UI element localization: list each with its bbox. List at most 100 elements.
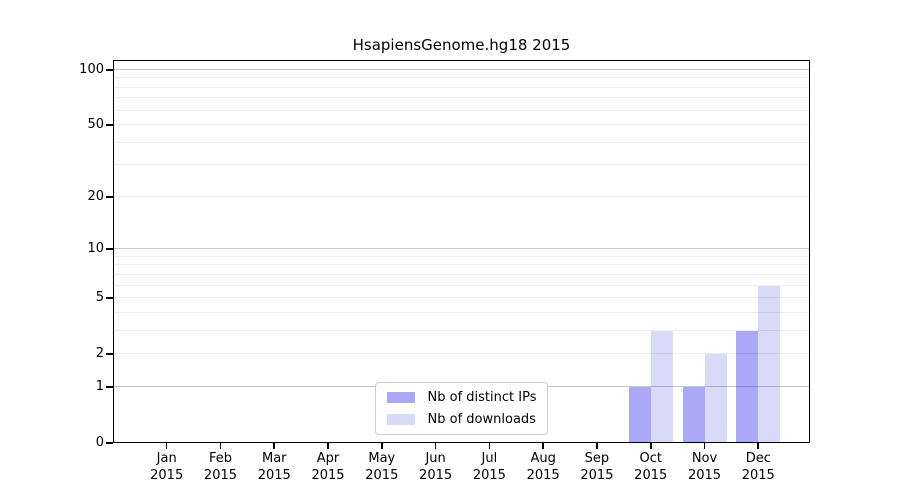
x-tick-aug — [542, 443, 544, 449]
bar-group-dec — [736, 60, 781, 443]
x-label-month: Jan — [156, 451, 177, 466]
x-label-year: 2015 — [203, 467, 238, 483]
y-tick-label-5: 5 — [95, 290, 104, 306]
x-label-year: 2015 — [365, 467, 399, 483]
x-label-month: Dec — [745, 451, 771, 466]
bar-distinct-ips-oct — [628, 386, 651, 443]
gridline-3 — [113, 329, 810, 331]
gridline-30 — [113, 164, 810, 166]
x-tick-jun — [434, 443, 437, 449]
x-label-year: 2015 — [311, 467, 345, 483]
y-tick-50 — [106, 124, 113, 126]
x-label-month: Apr — [316, 451, 340, 466]
x-tick-sep — [596, 443, 598, 449]
legend: Nb of distinct IPs Nb of downloads — [374, 382, 549, 435]
x-label-month: Aug — [530, 451, 556, 466]
gridline-9 — [113, 255, 810, 257]
x-label-nov: Nov 2015 — [673, 451, 737, 484]
y-tick-0 — [106, 442, 113, 444]
x-label-year: 2015 — [419, 467, 453, 483]
x-label-sep: Sep 2015 — [565, 451, 629, 484]
x-tick-feb — [219, 443, 222, 449]
gridline-20 — [113, 195, 810, 197]
x-label-jan: Jan 2015 — [135, 451, 199, 484]
legend-label-downloads: Nb of downloads — [427, 412, 536, 427]
x-tick-oct — [649, 443, 652, 449]
bar-downloads-nov — [704, 354, 727, 443]
x-label-year: 2015 — [687, 467, 722, 483]
x-label-month: Feb — [208, 451, 232, 466]
x-label-year: 2015 — [741, 467, 775, 483]
y-tick-label-20: 20 — [87, 188, 104, 204]
x-tick-may — [381, 443, 383, 449]
plot-area: Nb of distinct IPs Nb of downloads — [113, 60, 810, 443]
gridline-4 — [113, 311, 810, 313]
legend-swatch-downloads-icon — [386, 414, 415, 425]
y-tick-100 — [106, 68, 113, 71]
y-tick-label-2: 2 — [95, 346, 104, 362]
x-label-year: 2015 — [257, 467, 291, 483]
x-label-may: May 2015 — [350, 451, 414, 484]
gridline-7 — [113, 273, 810, 275]
x-label-dec: Dec 2015 — [726, 451, 790, 484]
y-tick-label-100: 100 — [79, 61, 104, 77]
x-label-month: Jul — [481, 451, 498, 466]
x-label-mar: Mar 2015 — [242, 451, 306, 484]
gridline-50 — [113, 124, 810, 126]
x-label-year: 2015 — [580, 467, 614, 483]
legend-item-distinct-ips: Nb of distinct IPs — [386, 390, 537, 405]
gridline-8 — [113, 264, 810, 266]
bar-group-oct — [628, 60, 673, 443]
x-label-month: Nov — [691, 451, 718, 466]
y-tick-label-1: 1 — [95, 378, 104, 394]
x-tick-apr — [327, 443, 329, 449]
y-tick-10 — [106, 248, 113, 250]
y-tick-label-0: 0 — [95, 435, 104, 450]
x-label-oct: Oct 2015 — [619, 451, 683, 484]
bar-downloads-oct — [650, 330, 673, 443]
y-tick-label-10: 10 — [87, 241, 104, 257]
x-label-month: Oct — [639, 451, 662, 466]
gridline-70 — [113, 97, 810, 99]
x-label-month: Mar — [261, 451, 287, 466]
y-tick-5 — [106, 297, 113, 299]
gridline-10 — [113, 248, 810, 250]
x-label-year: 2015 — [150, 467, 184, 483]
bar-group-nov — [682, 60, 727, 443]
bar-distinct-ips-nov — [682, 386, 705, 443]
x-label-feb: Feb 2015 — [188, 451, 252, 484]
x-label-month: Sep — [584, 451, 610, 466]
x-label-month: Jun — [425, 451, 446, 466]
gridline-60 — [113, 109, 810, 111]
gridline-6 — [113, 284, 810, 286]
x-tick-mar — [273, 443, 276, 449]
gridline-90 — [113, 77, 810, 79]
bar-downloads-dec — [758, 285, 781, 443]
x-label-year: 2015 — [472, 467, 506, 483]
x-tick-nov — [703, 443, 706, 449]
gridline-80 — [113, 86, 810, 88]
gridline-100 — [113, 68, 810, 70]
x-tick-dec — [757, 443, 760, 449]
y-tick-1 — [106, 386, 113, 388]
y-tick-2 — [106, 353, 113, 355]
y-tick-20 — [106, 196, 113, 198]
x-tick-jan — [165, 443, 168, 449]
x-label-aug: Aug 2015 — [511, 451, 575, 484]
x-label-jul: Jul 2015 — [457, 451, 521, 484]
legend-label-distinct-ips: Nb of distinct IPs — [427, 390, 537, 405]
chart-title: HsapiensGenome.hg18 2015 — [352, 36, 571, 54]
x-label-month: May — [368, 451, 396, 466]
x-tick-jul — [488, 443, 491, 449]
gridline-5 — [113, 297, 810, 299]
gridline-2 — [113, 353, 810, 355]
y-tick-label-50: 50 — [87, 117, 104, 133]
x-label-year: 2015 — [526, 467, 560, 483]
legend-swatch-distinct-ips-icon — [386, 392, 415, 403]
gridline-40 — [113, 141, 810, 143]
x-label-apr: Apr 2015 — [296, 451, 360, 484]
legend-item-downloads: Nb of downloads — [386, 412, 537, 427]
x-label-jun: Jun 2015 — [404, 451, 468, 484]
x-label-year: 2015 — [634, 467, 668, 483]
